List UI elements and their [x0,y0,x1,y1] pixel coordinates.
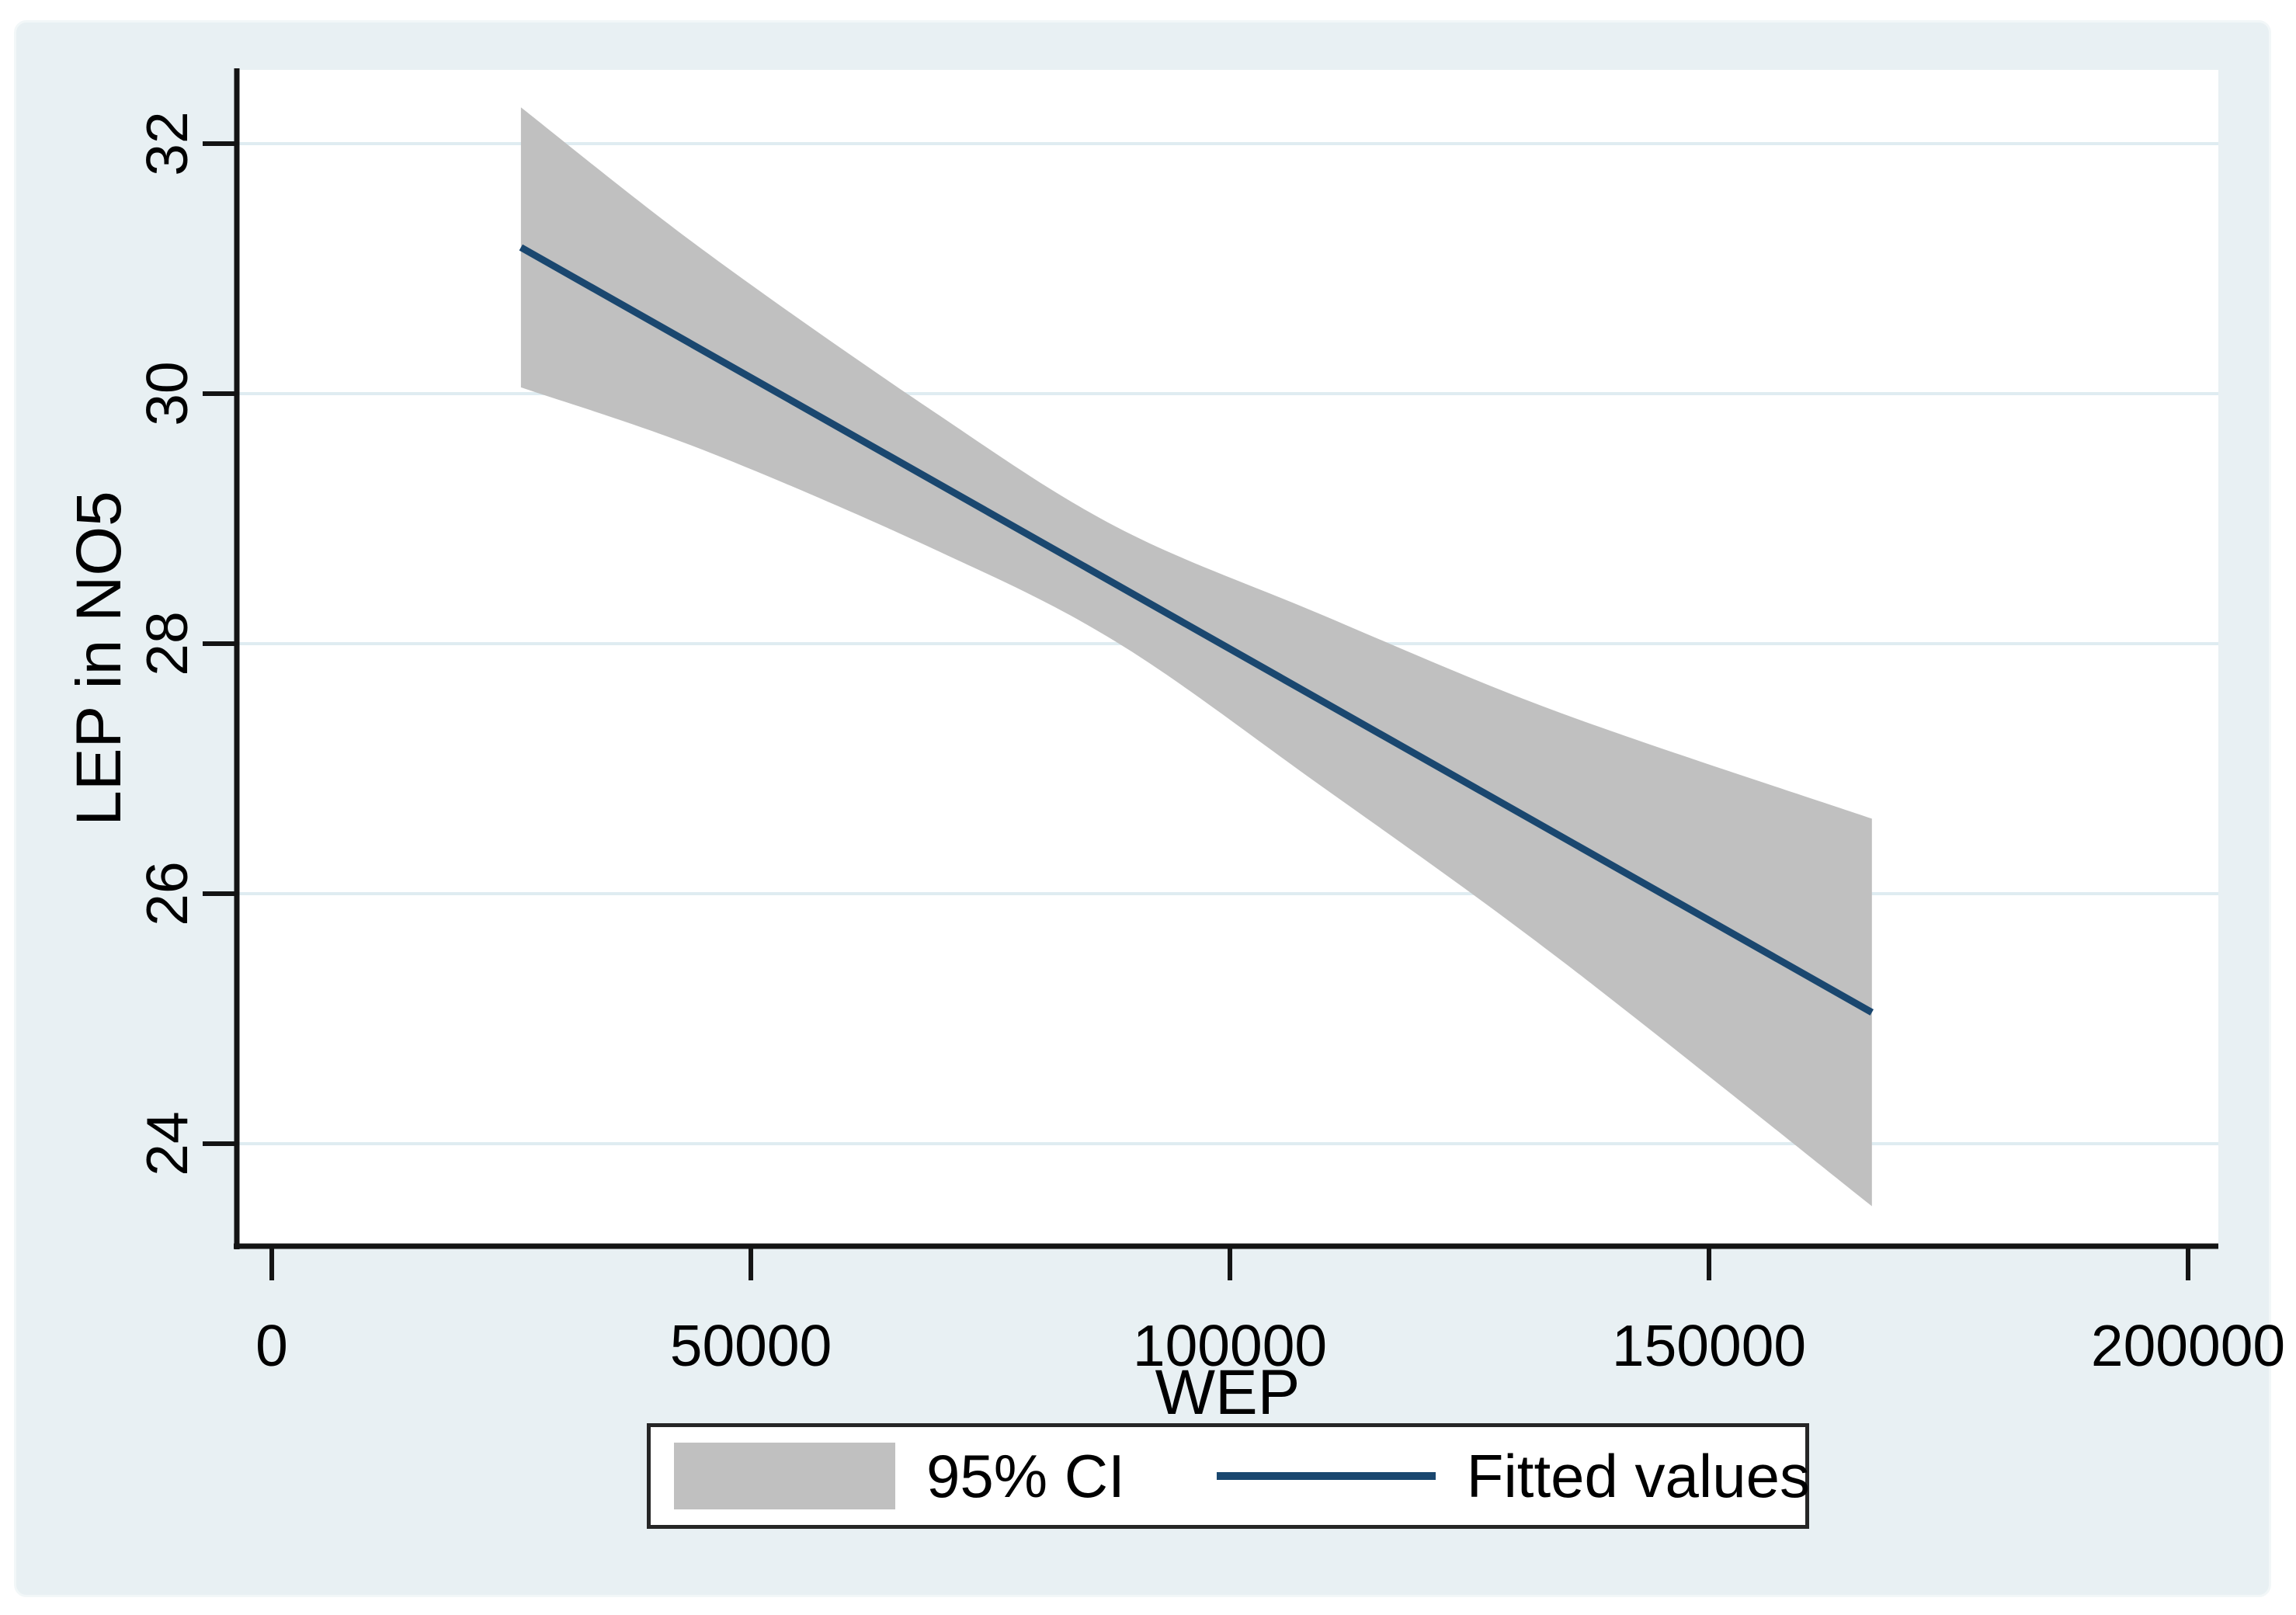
y-tick-label-28: 28 [134,611,200,676]
x-tick-label-100000: 100000 [1133,1313,1327,1378]
y-tick-label-26: 26 [134,861,200,926]
ci-band [520,107,1872,1207]
fitted-line [519,244,1874,1016]
y-tick-label-32: 32 [134,111,200,175]
x-tick-label-150000: 150000 [1612,1313,1806,1378]
x-axis-title: WEP [1155,1357,1301,1428]
y-tick-label-24: 24 [134,1111,200,1176]
x-tick-label-0: 0 [255,1313,288,1378]
x-tick-label-200000: 200000 [2091,1313,2285,1378]
legend-fitted-label: Fitted values [1466,1441,1811,1510]
x-tick-label-50000: 50000 [670,1313,832,1378]
legend-ci-label: 95% CI [926,1441,1125,1510]
y-axis-title: LEP in NO5 [64,491,134,826]
fitted-line-sample [1216,1472,1436,1480]
y-tick-label-30: 30 [134,361,200,425]
ci-band-swatch [674,1443,895,1509]
legend-box: 95% CI Fitted values [647,1423,1811,1529]
